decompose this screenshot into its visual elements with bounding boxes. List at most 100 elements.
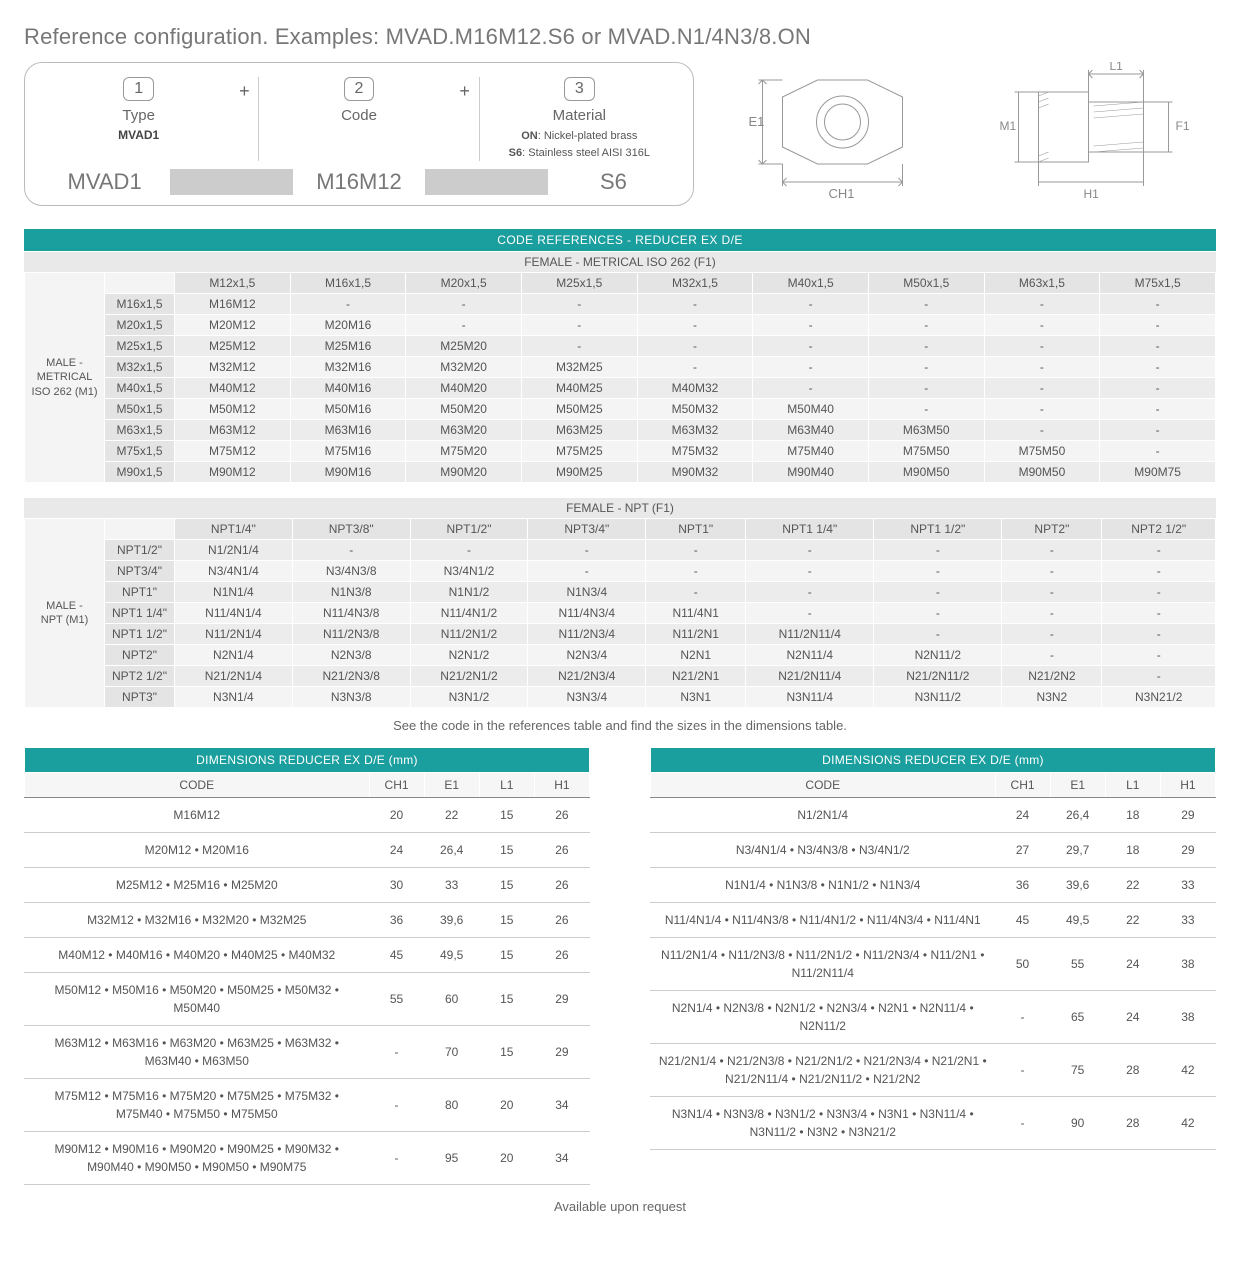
code-cell: M25M12 bbox=[175, 336, 291, 357]
dim-value: 36 bbox=[995, 868, 1050, 903]
dim-value: 20 bbox=[479, 1132, 534, 1185]
code-cell: M90M40 bbox=[753, 462, 869, 483]
config-step: 2Code bbox=[263, 77, 454, 128]
dim-value: 60 bbox=[424, 973, 479, 1026]
code-cell: N21/2N2 bbox=[1002, 666, 1102, 687]
code-cell: - bbox=[521, 315, 637, 336]
dim-value: 42 bbox=[1160, 1044, 1215, 1097]
code-cell: - bbox=[528, 561, 646, 582]
dim-header: DIMENSIONS REDUCER EX D/E (mm) bbox=[25, 748, 590, 773]
code-cell: - bbox=[1100, 294, 1216, 315]
dim-value: 15 bbox=[479, 1026, 534, 1079]
code-cell: N1N3/4 bbox=[528, 582, 646, 603]
code-cell: M20M16 bbox=[290, 315, 406, 336]
code-cell: M75M50 bbox=[868, 441, 984, 462]
code-cell: - bbox=[1100, 441, 1216, 462]
code-cell: N11/4N3/8 bbox=[292, 603, 410, 624]
code-cell: M40M32 bbox=[637, 378, 753, 399]
row-header: NPT2" bbox=[105, 645, 175, 666]
code-cell: M25M16 bbox=[290, 336, 406, 357]
code-cell: - bbox=[1002, 561, 1102, 582]
dim-value: 38 bbox=[1160, 991, 1215, 1044]
step-label: Material bbox=[484, 107, 675, 124]
male-header: MALE -NPT (M1) bbox=[25, 519, 105, 708]
dim-value: 34 bbox=[534, 1079, 589, 1132]
code-cell: - bbox=[1100, 315, 1216, 336]
dim-value: 18 bbox=[1105, 833, 1160, 868]
dim-code: M75M12 • M75M16 • M75M20 • M75M25 • M75M… bbox=[25, 1079, 370, 1132]
code-cell: - bbox=[1102, 582, 1216, 603]
code-cell: M90M16 bbox=[290, 462, 406, 483]
dim-value: 22 bbox=[424, 798, 479, 833]
code-cell: - bbox=[1102, 645, 1216, 666]
code-cell: M20M12 bbox=[175, 315, 291, 336]
code-cell: N21/2N11/4 bbox=[746, 666, 874, 687]
code-cell: N3N1/2 bbox=[410, 687, 528, 708]
dim-value: 15 bbox=[479, 868, 534, 903]
dim-value: 55 bbox=[369, 973, 424, 1026]
row-header: M16x1,5 bbox=[105, 294, 175, 315]
code-cell: N3/4N1/4 bbox=[175, 561, 293, 582]
dim-value: 36 bbox=[369, 903, 424, 938]
code-cell: N21/2N1/4 bbox=[175, 666, 293, 687]
row-header: M50x1,5 bbox=[105, 399, 175, 420]
row-header: NPT1" bbox=[105, 582, 175, 603]
col-header: M12x1,5 bbox=[175, 273, 291, 294]
code-cell: N3N2 bbox=[1002, 687, 1102, 708]
col-header: M50x1,5 bbox=[868, 273, 984, 294]
code-cell: N11/2N1/2 bbox=[410, 624, 528, 645]
config-box: 1TypeMVAD1+2Code+3MaterialON: Nickel-pla… bbox=[24, 62, 694, 206]
code-cell: - bbox=[753, 336, 869, 357]
code-cell: N3N11/2 bbox=[874, 687, 1002, 708]
code-cell: M40M25 bbox=[521, 378, 637, 399]
col-header: M25x1,5 bbox=[521, 273, 637, 294]
code-cell: - bbox=[874, 540, 1002, 561]
dim-value: - bbox=[369, 1132, 424, 1185]
col-header: M16x1,5 bbox=[290, 273, 406, 294]
code-cell: N2N3/8 bbox=[292, 645, 410, 666]
col-header: M63x1,5 bbox=[984, 273, 1100, 294]
dim-value: 26 bbox=[534, 833, 589, 868]
dim-value: 26 bbox=[534, 903, 589, 938]
code-cell: - bbox=[984, 357, 1100, 378]
dim-code: N11/2N1/4 • N11/2N3/8 • N11/2N1/2 • N11/… bbox=[651, 938, 996, 991]
dim-value: 15 bbox=[479, 903, 534, 938]
code-cell: - bbox=[874, 603, 1002, 624]
dim-code: N1/2N1/4 bbox=[651, 798, 996, 833]
step-example: MVAD1 bbox=[43, 169, 166, 195]
code-cell: M63M20 bbox=[406, 420, 522, 441]
dim-col-header: CH1 bbox=[995, 773, 1050, 798]
label-m1: M1 bbox=[1000, 119, 1017, 133]
dim-col-header: L1 bbox=[479, 773, 534, 798]
row-header: NPT1 1/2" bbox=[105, 624, 175, 645]
dim-value: 29 bbox=[1160, 798, 1215, 833]
code-cell: N3N1 bbox=[646, 687, 746, 708]
code-cell: - bbox=[1002, 582, 1102, 603]
row-header: M75x1,5 bbox=[105, 441, 175, 462]
dim-value: 33 bbox=[1160, 868, 1215, 903]
code-cell: N11/2N3/4 bbox=[528, 624, 646, 645]
plus-icon: + bbox=[455, 77, 475, 102]
code-cell: N2N11/4 bbox=[746, 645, 874, 666]
dim-code: N3/4N1/4 • N3/4N3/8 • N3/4N1/2 bbox=[651, 833, 996, 868]
code-cell: N1N1/2 bbox=[410, 582, 528, 603]
col-header: NPT1 1/2" bbox=[874, 519, 1002, 540]
code-cell: - bbox=[406, 315, 522, 336]
code-cell: M63M25 bbox=[521, 420, 637, 441]
code-cell: - bbox=[984, 420, 1100, 441]
code-cell: - bbox=[1100, 378, 1216, 399]
dim-value: 39,6 bbox=[1050, 868, 1105, 903]
code-cell: M50M32 bbox=[637, 399, 753, 420]
config-step: 3MaterialON: Nickel-plated brassS6: Stai… bbox=[484, 77, 675, 161]
code-cell: M40M12 bbox=[175, 378, 291, 399]
code-cell: M75M32 bbox=[637, 441, 753, 462]
code-cell: - bbox=[868, 378, 984, 399]
dim-value: - bbox=[995, 1097, 1050, 1150]
col-header: M40x1,5 bbox=[753, 273, 869, 294]
dim-value: 24 bbox=[1105, 938, 1160, 991]
code-table: MALE -METRICAL ISO 262 (M1)M12x1,5M16x1,… bbox=[24, 272, 1216, 483]
col-header: M32x1,5 bbox=[637, 273, 753, 294]
code-cell: - bbox=[1100, 399, 1216, 420]
code-cell: M63M50 bbox=[868, 420, 984, 441]
col-header: NPT2 1/2" bbox=[1102, 519, 1216, 540]
